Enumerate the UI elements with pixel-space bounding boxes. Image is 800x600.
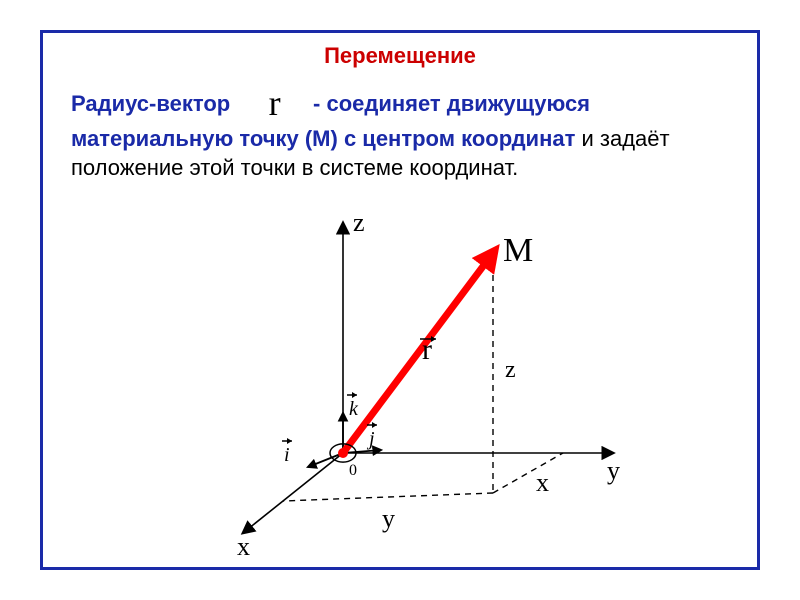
diagram: z y x 0 Mr z x y i jk bbox=[213, 203, 643, 563]
svg-text:i: i bbox=[284, 444, 290, 466]
radius-vector-label: Радиус-вектор bbox=[71, 91, 230, 116]
coordinate-diagram: z y x 0 Mr z x y i jk bbox=[213, 203, 643, 563]
svg-text:z: z bbox=[505, 357, 516, 383]
frame: Перемещение Радиус-вектор r - соединяет … bbox=[40, 30, 760, 570]
svg-text:x: x bbox=[237, 532, 250, 561]
r-symbol: r bbox=[255, 79, 295, 128]
svg-text:j: j bbox=[366, 428, 375, 450]
svg-text:z: z bbox=[353, 208, 365, 237]
dash: - bbox=[313, 91, 326, 116]
svg-text:M: M bbox=[503, 232, 533, 269]
svg-text:y: y bbox=[607, 456, 620, 485]
svg-text:k: k bbox=[349, 398, 359, 420]
page-title: Перемещение bbox=[43, 43, 757, 69]
svg-text:r: r bbox=[422, 333, 432, 366]
svg-text:y: y bbox=[382, 504, 395, 533]
definition-text: Радиус-вектор r - соединяет движущуюся м… bbox=[43, 69, 757, 183]
svg-text:x: x bbox=[536, 468, 549, 497]
svg-text:0: 0 bbox=[349, 462, 357, 479]
